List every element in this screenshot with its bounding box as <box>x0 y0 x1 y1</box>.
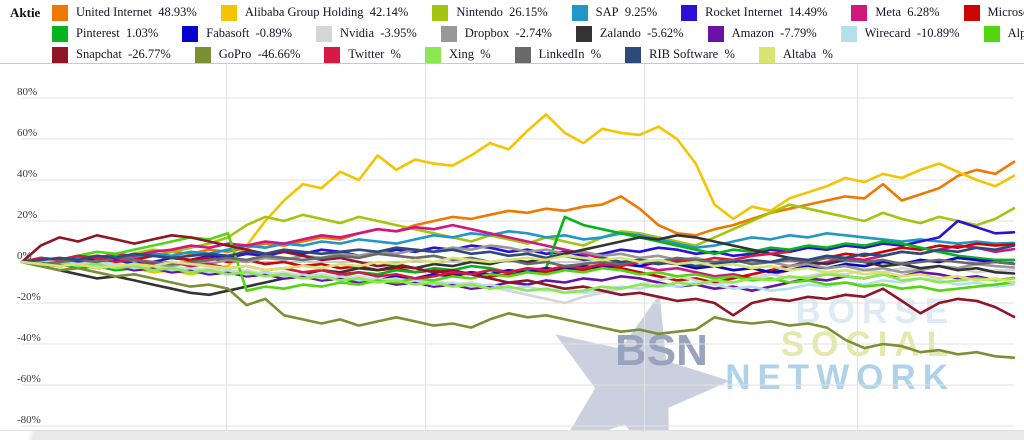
legend-swatch-sap <box>571 4 588 21</box>
legend-label-wirecard: Wirecard -10.89% <box>864 26 960 40</box>
legend-swatch-gopro <box>194 46 211 63</box>
legend-item-nvidia[interactable]: Nvidia -3.95% <box>316 25 417 42</box>
legend-swatch-united-internet <box>52 4 68 21</box>
legend-label-zalando: Zalando -5.62% <box>599 26 684 40</box>
legend-label-linkedin: LinkedIn % <box>538 47 602 61</box>
series-line-snapchat[interactable] <box>20 234 1016 319</box>
legend-label-alibaba-group-holding: Alibaba Group Holding 42.14% <box>244 5 409 19</box>
y-tick-label-20: 20% <box>17 209 37 221</box>
legend-item-rocket-internet[interactable]: Rocket Internet 14.49% <box>681 4 828 21</box>
watermark-line-network: NETWORK <box>725 358 955 397</box>
chart-legend: Aktie United Internet 48.93% Alibaba Grou… <box>0 0 1024 63</box>
legend-swatch-rocket-internet <box>681 4 698 21</box>
y-tick-label--80: -80% <box>17 414 41 426</box>
legend-item-twitter[interactable]: Twitter % <box>324 46 401 63</box>
legend-label-rib-software: RIB Software % <box>649 47 735 61</box>
legend-swatch-alphabet <box>983 25 1000 42</box>
legend-item-nintendo[interactable]: Nintendo 26.15% <box>432 4 548 21</box>
legend-row-3: Snapchat -26.77% GoPro -46.66% Twitter % Xi… <box>52 44 1024 65</box>
legend-swatch-fabasoft <box>182 25 199 42</box>
legend-label-united-internet: United Internet 48.93% <box>76 5 197 19</box>
y-tick-label-80: 80% <box>17 86 37 98</box>
series-line-nintendo[interactable] <box>20 203 1016 264</box>
legend-label-xing: Xing % <box>448 47 491 61</box>
legend-label-gopro: GoPro -46.66% <box>218 47 301 61</box>
legend-item-fabasoft[interactable]: Fabasoft -0.89% <box>182 25 293 42</box>
legend-swatch-alibaba-group-holding <box>220 4 237 21</box>
plot-svg[interactable]: 80% 60% 40% 20% 0% -20% -40% -60% -80% <box>0 63 1024 430</box>
legend-swatch-microsoft <box>963 4 980 21</box>
legend-label-snapchat: Snapchat -26.77% <box>76 47 171 61</box>
legend-label-pinterest: Pinterest 1.03% <box>76 26 159 40</box>
legend-item-xing[interactable]: Xing % <box>424 46 491 63</box>
legend-item-gopro[interactable]: GoPro -46.66% <box>194 46 301 63</box>
legend-title: Aktie <box>10 5 41 20</box>
legend-swatch-snapchat <box>52 46 68 63</box>
legend-label-nvidia: Nvidia -3.95% <box>340 26 417 40</box>
y-tick-label-0: 0% <box>17 250 32 262</box>
legend-item-meta[interactable]: Meta 6.28% <box>851 4 940 21</box>
series-line-gopro[interactable] <box>20 260 1016 360</box>
legend-swatch-xing <box>424 46 441 63</box>
legend-swatch-nintendo <box>432 4 449 21</box>
legend-item-microsoft[interactable]: Microsoft 8.68% <box>963 4 1024 21</box>
y-tick-label-60: 60% <box>17 127 37 139</box>
legend-label-microsoft: Microsoft 8.68% <box>987 5 1024 19</box>
series-line-altaba[interactable] <box>20 254 1016 284</box>
legend-swatch-zalando <box>575 25 592 42</box>
series-line-alibaba-group-holding[interactable] <box>20 113 1016 276</box>
series-line-sap[interactable] <box>20 230 1016 264</box>
legend-swatch-linkedin <box>514 46 531 63</box>
legend-rows: United Internet 48.93% Alibaba Group Hold… <box>52 2 1024 65</box>
legend-item-dropbox[interactable]: Dropbox -2.74% <box>440 25 552 42</box>
y-tick-label--60: -60% <box>17 373 41 385</box>
legend-item-united-internet[interactable]: United Internet 48.93% <box>52 4 197 21</box>
legend-row-1: United Internet 48.93% Alibaba Group Hold… <box>52 2 1024 23</box>
legend-swatch-pinterest <box>52 25 68 42</box>
legend-item-amazon[interactable]: Amazon -7.79% <box>707 25 817 42</box>
y-tick-label-40: 40% <box>17 168 37 180</box>
legend-label-fabasoft: Fabasoft -0.89% <box>206 26 293 40</box>
legend-label-nintendo: Nintendo 26.15% <box>456 5 548 19</box>
legend-swatch-twitter <box>324 46 341 63</box>
legend-label-altaba: Altaba % <box>782 47 833 61</box>
legend-label-meta: Meta 6.28% <box>875 5 940 19</box>
legend-item-altaba[interactable]: Altaba % <box>758 46 833 63</box>
legend-label-sap: SAP 9.25% <box>595 5 658 19</box>
y-tick-label--40: -40% <box>17 332 41 344</box>
legend-swatch-rib-software <box>625 46 642 63</box>
legend-label-rocket-internet: Rocket Internet 14.49% <box>705 5 828 19</box>
chart-area[interactable]: BSN BÖRSE SOCIAL NETWORK 80% 60% 40% 20% 0% -… <box>0 63 1024 440</box>
legend-item-pinterest[interactable]: Pinterest 1.03% <box>52 25 159 42</box>
legend-swatch-meta <box>851 4 868 21</box>
bsn-watermark: BSN BÖRSE SOCIAL NETWORK <box>0 63 1024 440</box>
legend-item-sap[interactable]: SAP 9.25% <box>571 4 658 21</box>
legend-label-alphabet: Alphabet -9.75% <box>1007 26 1024 40</box>
legend-item-zalando[interactable]: Zalando -5.62% <box>575 25 684 42</box>
legend-item-rib-software[interactable]: RIB Software % <box>625 46 735 63</box>
legend-row-2: Pinterest 1.03% Fabasoft -0.89% Nvidia -3.… <box>52 23 1024 44</box>
legend-label-dropbox: Dropbox -2.74% <box>464 26 552 40</box>
legend-swatch-altaba <box>758 46 775 63</box>
legend-label-twitter: Twitter % <box>348 47 401 61</box>
legend-item-alibaba-group-holding[interactable]: Alibaba Group Holding 42.14% <box>220 4 409 21</box>
legend-item-linkedin[interactable]: LinkedIn % <box>514 46 602 63</box>
legend-item-alphabet[interactable]: Alphabet -9.75% <box>983 25 1024 42</box>
series-line-xing[interactable] <box>20 260 1016 295</box>
series-line-linkedin[interactable] <box>20 252 1016 268</box>
legend-label-amazon: Amazon -7.79% <box>731 26 817 40</box>
legend-swatch-nvidia <box>316 25 333 42</box>
legend-swatch-dropbox <box>440 25 457 42</box>
legend-item-snapchat[interactable]: Snapchat -26.77% <box>52 46 171 63</box>
legend-swatch-amazon <box>707 25 724 42</box>
legend-swatch-wirecard <box>840 25 857 42</box>
scrollbar-track[interactable] <box>0 430 1024 440</box>
y-tick-label--20: -20% <box>17 291 41 303</box>
legend-item-wirecard[interactable]: Wirecard -10.89% <box>840 25 960 42</box>
series-line-rib-software[interactable] <box>20 244 1016 268</box>
